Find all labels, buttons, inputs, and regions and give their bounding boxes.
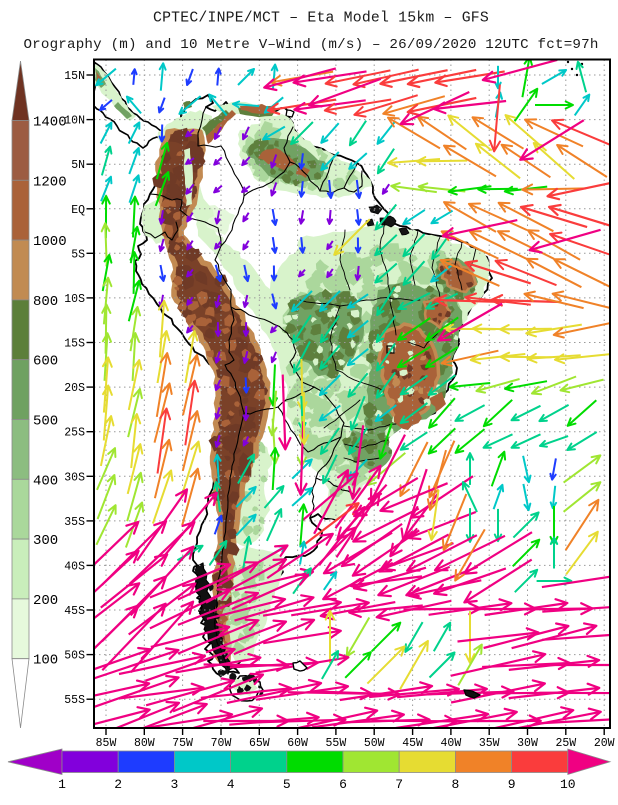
svg-text:20S: 20S [64, 382, 85, 395]
svg-text:15N: 15N [64, 70, 85, 83]
svg-text:1200: 1200 [33, 174, 67, 190]
svg-text:75W: 75W [172, 737, 193, 750]
svg-text:400: 400 [33, 473, 58, 489]
svg-text:3: 3 [170, 777, 178, 792]
svg-text:35S: 35S [64, 516, 85, 529]
svg-text:65W: 65W [249, 737, 270, 750]
svg-text:1400: 1400 [33, 115, 67, 131]
svg-text:70W: 70W [211, 737, 232, 750]
svg-text:4: 4 [227, 777, 235, 792]
svg-text:80W: 80W [134, 737, 155, 750]
svg-text:30S: 30S [64, 471, 85, 484]
svg-text:55W: 55W [326, 737, 347, 750]
svg-text:Orography (m) and 10 Metre V–W: Orography (m) and 10 Metre V–Wind (m/s) … [23, 37, 598, 53]
svg-text:800: 800 [33, 294, 58, 310]
svg-text:35W: 35W [479, 737, 500, 750]
svg-text:2: 2 [114, 777, 122, 792]
svg-text:6: 6 [339, 777, 347, 792]
svg-text:1000: 1000 [33, 234, 67, 250]
svg-text:5N: 5N [71, 159, 85, 172]
svg-text:40S: 40S [64, 560, 85, 573]
svg-text:45W: 45W [402, 737, 423, 750]
svg-text:EQ: EQ [71, 204, 85, 217]
svg-text:10N: 10N [64, 115, 85, 128]
svg-text:300: 300 [33, 533, 58, 549]
svg-text:60W: 60W [287, 737, 308, 750]
svg-text:500: 500 [33, 414, 58, 430]
svg-text:25S: 25S [64, 427, 85, 440]
svg-text:45S: 45S [64, 605, 85, 618]
svg-text:200: 200 [33, 593, 58, 609]
svg-text:600: 600 [33, 354, 58, 370]
svg-text:7: 7 [395, 777, 403, 792]
svg-text:50W: 50W [364, 737, 385, 750]
svg-text:CPTEC/INPE/MCT – Eta Model 15: CPTEC/INPE/MCT – Eta Model 15km – GFS [153, 11, 489, 27]
svg-text:50S: 50S [64, 650, 85, 663]
svg-text:20W: 20W [594, 737, 615, 750]
svg-text:55S: 55S [64, 694, 85, 707]
svg-text:15S: 15S [64, 338, 85, 351]
svg-text:30W: 30W [517, 737, 538, 750]
svg-text:100: 100 [33, 653, 58, 669]
svg-text:40W: 40W [441, 737, 462, 750]
svg-text:9: 9 [508, 777, 516, 792]
svg-text:1: 1 [58, 777, 66, 792]
svg-text:85W: 85W [96, 737, 117, 750]
svg-text:8: 8 [451, 777, 459, 792]
svg-text:5: 5 [283, 777, 291, 792]
svg-text:25W: 25W [555, 737, 576, 750]
svg-text:10: 10 [560, 777, 576, 792]
svg-text:5S: 5S [71, 248, 85, 261]
svg-text:10S: 10S [64, 293, 85, 306]
